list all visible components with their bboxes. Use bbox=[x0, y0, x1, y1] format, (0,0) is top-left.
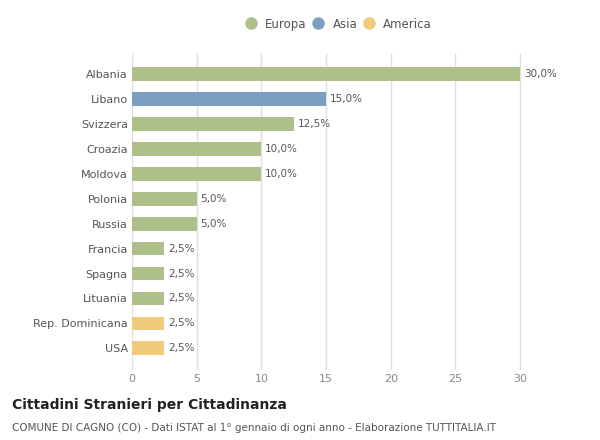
Bar bbox=[132, 117, 294, 131]
Bar bbox=[132, 341, 164, 355]
Text: 12,5%: 12,5% bbox=[298, 119, 331, 129]
Bar bbox=[132, 316, 164, 330]
Bar bbox=[132, 167, 262, 181]
Text: 10,0%: 10,0% bbox=[265, 169, 298, 179]
Text: 30,0%: 30,0% bbox=[524, 69, 557, 79]
Text: 2,5%: 2,5% bbox=[168, 268, 195, 279]
Bar bbox=[132, 192, 197, 205]
Bar bbox=[132, 67, 520, 81]
Text: 5,0%: 5,0% bbox=[200, 194, 227, 204]
Text: 2,5%: 2,5% bbox=[168, 319, 195, 328]
Text: 2,5%: 2,5% bbox=[168, 343, 195, 353]
Bar bbox=[132, 292, 164, 305]
Legend: Europa, Asia, America: Europa, Asia, America bbox=[242, 15, 436, 34]
Text: 2,5%: 2,5% bbox=[168, 293, 195, 304]
Text: COMUNE DI CAGNO (CO) - Dati ISTAT al 1° gennaio di ogni anno - Elaborazione TUTT: COMUNE DI CAGNO (CO) - Dati ISTAT al 1° … bbox=[12, 423, 496, 433]
Bar bbox=[132, 92, 326, 106]
Bar bbox=[132, 242, 164, 256]
Bar bbox=[132, 217, 197, 231]
Text: 15,0%: 15,0% bbox=[330, 94, 363, 104]
Bar bbox=[132, 267, 164, 280]
Text: Cittadini Stranieri per Cittadinanza: Cittadini Stranieri per Cittadinanza bbox=[12, 398, 287, 412]
Text: 2,5%: 2,5% bbox=[168, 244, 195, 253]
Text: 5,0%: 5,0% bbox=[200, 219, 227, 229]
Bar bbox=[132, 142, 262, 156]
Text: 10,0%: 10,0% bbox=[265, 144, 298, 154]
